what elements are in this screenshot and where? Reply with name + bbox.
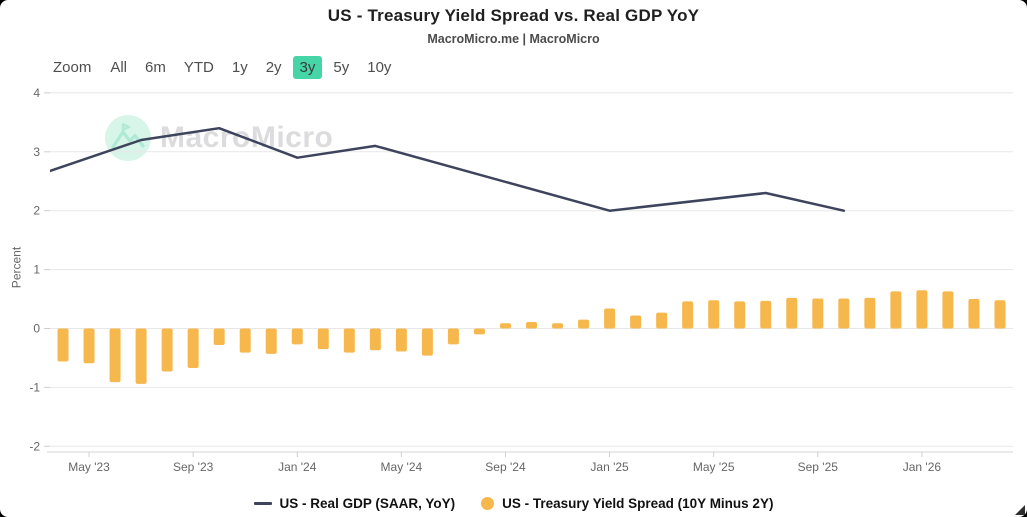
bar-Jul23: [135, 328, 147, 384]
gridlines: [44, 92, 1013, 447]
y-axis-labels: 4 3 2 1 0 -1 -2: [29, 86, 40, 453]
circle-marker-icon: [481, 497, 495, 510]
chart-subtitle: MacroMicro.me | MacroMicro: [427, 32, 600, 46]
bar-Mar25: [656, 312, 668, 329]
resize-grip-icon[interactable]: [1014, 504, 1026, 516]
bar-Sep23: [187, 328, 199, 368]
bar-Jan26: [916, 290, 928, 329]
bar-May25: [708, 300, 720, 329]
bar-Oct25: [838, 298, 850, 329]
bar-Oct23: [213, 328, 225, 345]
x-axis-labels: May '23 Sep '23 Jan '24 May '24 Sep '24 Jan '…: [68, 452, 941, 474]
bar-Feb24: [317, 328, 329, 350]
bar-Feb26: [942, 291, 954, 329]
bar-Dec25: [890, 291, 902, 329]
bar-Dec23: [265, 328, 277, 354]
series-yield-spread-bars[interactable]: [57, 290, 1006, 384]
legend-item-yield-spread[interactable]: US - Treasury Yield Spread (10Y Minus 2Y…: [481, 496, 773, 511]
bar-Mar24: [343, 328, 355, 353]
chart-legend: US - Real GDP (SAAR, YoY) US - Treasury Y…: [0, 496, 1027, 511]
bar-Jun25: [734, 301, 746, 329]
bar-May24: [395, 328, 407, 352]
bar-Dec24: [578, 319, 590, 329]
svg-text:Sep '25: Sep '25: [798, 460, 839, 474]
bar-Apr25: [682, 301, 694, 329]
bar-Apr23: [57, 328, 69, 362]
svg-text:-2: -2: [29, 439, 40, 453]
legend-label: US - Real GDP (SAAR, YoY): [279, 496, 456, 511]
range-button-ytd[interactable]: YTD: [183, 59, 214, 76]
bar-Jul24: [447, 328, 459, 345]
chart-title: US - Treasury Yield Spread vs. Real GDP …: [327, 6, 700, 25]
bar-Nov25: [864, 297, 876, 329]
bar-Jul25: [760, 300, 772, 329]
bar-Jun23: [109, 328, 121, 383]
range-button-3y[interactable]: 3y: [292, 56, 323, 79]
range-button-2y[interactable]: 2y: [265, 59, 282, 76]
svg-text:Jan '25: Jan '25: [590, 460, 629, 474]
bar-Jan25: [604, 308, 616, 329]
svg-text:4: 4: [33, 86, 40, 100]
svg-text:Jan '24: Jan '24: [278, 460, 317, 474]
bar-Aug23: [161, 328, 173, 372]
line-marker-icon: [253, 502, 272, 505]
range-button-5y[interactable]: 5y: [333, 59, 350, 76]
bar-Apr26: [994, 300, 1006, 329]
svg-text:-1: -1: [29, 380, 40, 394]
svg-text:Sep '23: Sep '23: [173, 460, 214, 474]
bar-Oct24: [526, 322, 537, 329]
svg-text:1: 1: [33, 263, 40, 277]
svg-text:3: 3: [33, 145, 40, 159]
zoom-toolbar-label: Zoom: [53, 59, 92, 76]
legend-item-gdp[interactable]: US - Real GDP (SAAR, YoY): [253, 496, 456, 511]
bar-Aug24: [473, 328, 485, 335]
range-button-10y[interactable]: 10y: [367, 59, 392, 76]
svg-text:May '24: May '24: [381, 460, 423, 474]
range-button-group: All 6m YTD 1y 2y 3y 5y 10y: [103, 56, 402, 79]
svg-text:2: 2: [33, 204, 40, 218]
range-button-1y[interactable]: 1y: [231, 59, 248, 76]
bar-Apr24: [369, 328, 381, 351]
bar-Nov24: [552, 323, 564, 329]
range-button-all[interactable]: All: [110, 59, 128, 76]
svg-text:May '25: May '25: [693, 460, 735, 474]
bar-Sep25: [812, 298, 824, 329]
bar-Jun24: [421, 328, 433, 356]
svg-text:Sep '24: Sep '24: [485, 460, 526, 474]
bar-Sep24: [499, 323, 511, 329]
zoom-toolbar: Zoom All 6m YTD 1y 2y 3y 5y 10y: [53, 56, 402, 79]
range-button-6m[interactable]: 6m: [145, 59, 166, 76]
bar-Feb25: [630, 315, 642, 329]
svg-text:Jan '26: Jan '26: [903, 460, 942, 474]
legend-label: US - Treasury Yield Spread (10Y Minus 2Y…: [502, 496, 774, 511]
svg-text:May '23: May '23: [68, 460, 110, 474]
bar-Nov23: [239, 328, 251, 353]
bar-Jan24: [291, 328, 303, 345]
bar-May23: [83, 328, 95, 364]
series-real-gdp-line[interactable]: [37, 126, 846, 212]
bar-Mar26: [968, 299, 980, 329]
bar-Aug25: [786, 297, 798, 329]
svg-text:0: 0: [33, 322, 40, 336]
